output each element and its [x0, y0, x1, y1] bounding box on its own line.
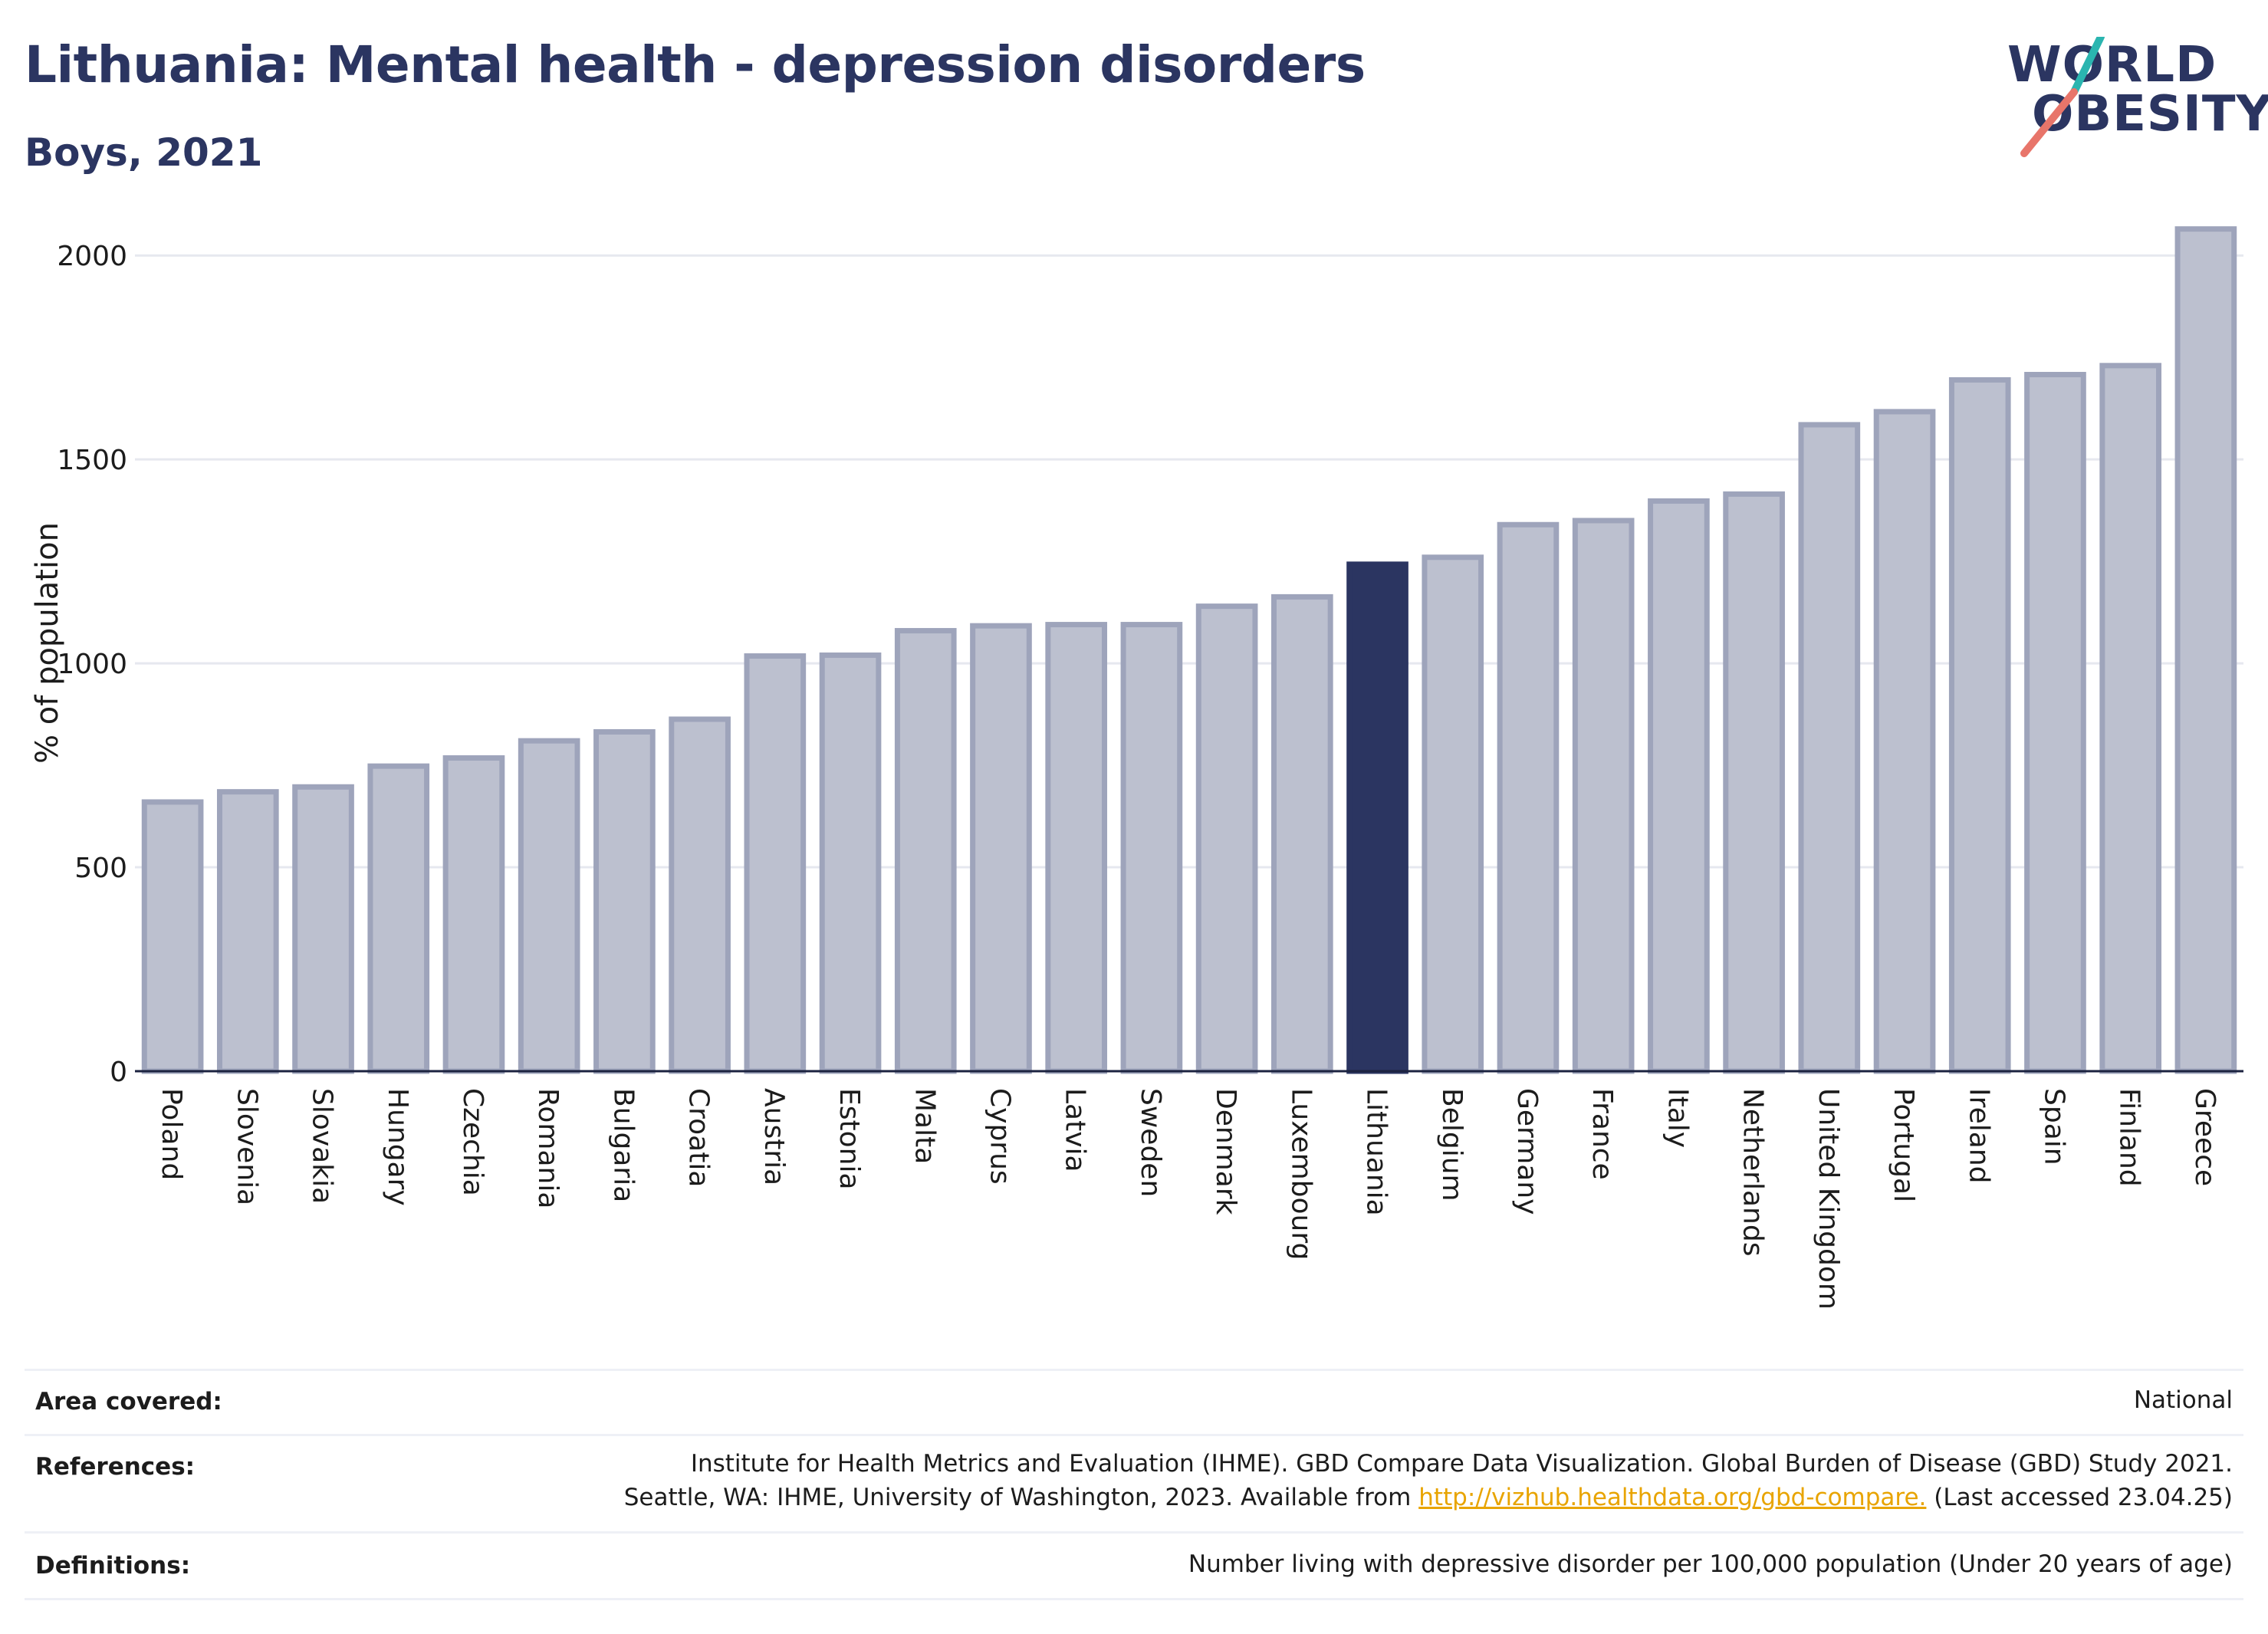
bar-united-kingdom: [1798, 422, 1861, 1074]
references-line-2: Seattle, WA: IHME, University of Washing…: [624, 1481, 2233, 1514]
bar-malta: [894, 628, 957, 1074]
footer-row-area: Area covered: National: [25, 1369, 2243, 1434]
x-tick-label: Belgium: [1436, 1088, 1468, 1202]
bar-slovenia: [216, 789, 279, 1074]
bar-ireland: [1948, 376, 2011, 1074]
bar-lithuania: [1346, 561, 1408, 1074]
references-label: References:: [35, 1453, 196, 1481]
chart-title: Lithuania: Mental health - depression di…: [25, 35, 1366, 94]
world-obesity-logo: WORLD OBESITY: [2001, 37, 2268, 167]
bar-latvia: [1045, 622, 1108, 1074]
x-tick-label: Ireland: [1963, 1088, 1994, 1184]
logo-slash-icon: [2020, 37, 2105, 157]
references-link[interactable]: http://vizhub.healthdata.org/gbd-compare…: [1418, 1484, 1927, 1511]
bar-portugal: [1873, 409, 1936, 1074]
bar-czechia: [442, 755, 505, 1074]
bar-poland: [141, 799, 204, 1074]
bar-finland: [2099, 363, 2162, 1074]
x-tick-label: Denmark: [1210, 1088, 1241, 1215]
y-tick-label: 2000: [57, 241, 127, 272]
references-line-1: Institute for Health Metrics and Evaluat…: [690, 1450, 2233, 1478]
definitions-label: Definitions:: [35, 1552, 191, 1580]
area-covered-label: Area covered:: [35, 1388, 222, 1415]
x-tick-label: Latvia: [1060, 1088, 1091, 1172]
x-tick-label: Estonia: [833, 1088, 865, 1190]
bar-luxembourg: [1270, 593, 1333, 1074]
bar-cyprus: [970, 623, 1032, 1074]
y-tick-label: 1500: [57, 445, 127, 476]
bar-hungary: [367, 763, 430, 1074]
bar-austria: [744, 653, 807, 1074]
y-tick-label: 0: [110, 1057, 127, 1088]
bar-germany: [1497, 521, 1560, 1074]
references-line-2-tail: (Last accessed 23.04.25): [1926, 1484, 2233, 1511]
x-tick-label: Finland: [2114, 1088, 2145, 1187]
footer-row-references: References: Institute for Health Metrics…: [25, 1434, 2243, 1531]
x-tick-label: Greece: [2189, 1088, 2220, 1186]
bar-croatia: [669, 716, 731, 1074]
bar-italy: [1648, 498, 1710, 1074]
x-tick-label: United Kingdom: [1813, 1088, 1844, 1310]
bar-romania: [518, 738, 580, 1074]
x-tick-label: Romania: [532, 1088, 564, 1208]
bar-spain: [2024, 372, 2086, 1074]
x-tick-label: Croatia: [683, 1088, 715, 1187]
y-tick-label: 500: [74, 853, 127, 884]
definitions-value: Number living with depressive disorder p…: [1188, 1550, 2233, 1578]
bar-netherlands: [1723, 491, 1785, 1074]
x-tick-label: Lithuania: [1361, 1088, 1392, 1216]
references-line-2-text: Seattle, WA: IHME, University of Washing…: [623, 1484, 1419, 1511]
x-tick-label: Slovenia: [231, 1088, 262, 1205]
x-tick-label: Slovakia: [307, 1088, 338, 1204]
bar-estonia: [819, 652, 882, 1074]
references-value: Institute for Health Metrics and Evaluat…: [624, 1447, 2233, 1514]
x-tick-label: Bulgaria: [607, 1088, 639, 1202]
bar-bulgaria: [593, 728, 656, 1074]
x-tick-label: Portugal: [1888, 1088, 1919, 1202]
footer-row-definitions: Definitions: Number living with depressi…: [25, 1531, 2243, 1600]
y-tick-label: 1000: [57, 649, 127, 680]
area-covered-value: National: [2133, 1386, 2233, 1414]
logo-line-1: WORLD: [2007, 37, 2217, 94]
bar-belgium: [1422, 554, 1484, 1074]
chart-subtitle: Boys, 2021: [25, 130, 263, 175]
x-tick-label: Italy: [1662, 1088, 1693, 1148]
bar-greece: [2174, 226, 2237, 1074]
footer-table: Area covered: National References: Insti…: [25, 1369, 2243, 1600]
x-tick-label: Sweden: [1135, 1088, 1166, 1197]
x-tick-label: Hungary: [382, 1088, 413, 1206]
x-tick-label: Austria: [758, 1088, 790, 1185]
x-tick-label: Malta: [909, 1088, 940, 1164]
bar-france: [1572, 518, 1635, 1074]
x-tick-label: France: [1586, 1088, 1618, 1180]
x-tick-label: Netherlands: [1737, 1088, 1769, 1256]
x-tick-label: Germany: [1511, 1088, 1543, 1215]
bar-slovakia: [292, 784, 354, 1074]
x-tick-label: Spain: [2038, 1088, 2069, 1165]
bar-sweden: [1120, 622, 1183, 1074]
bar-denmark: [1195, 603, 1258, 1074]
bar-chart: 0 500 1000 1500 2000 % of population Poland Slo…: [30, 226, 2243, 1310]
x-tick-label: Czechia: [457, 1088, 488, 1196]
y-axis-label: % of population: [30, 522, 65, 764]
x-tick-label: Poland: [156, 1088, 187, 1180]
x-tick-label: Luxembourg: [1285, 1088, 1316, 1260]
x-tick-label: Cyprus: [984, 1088, 1015, 1185]
